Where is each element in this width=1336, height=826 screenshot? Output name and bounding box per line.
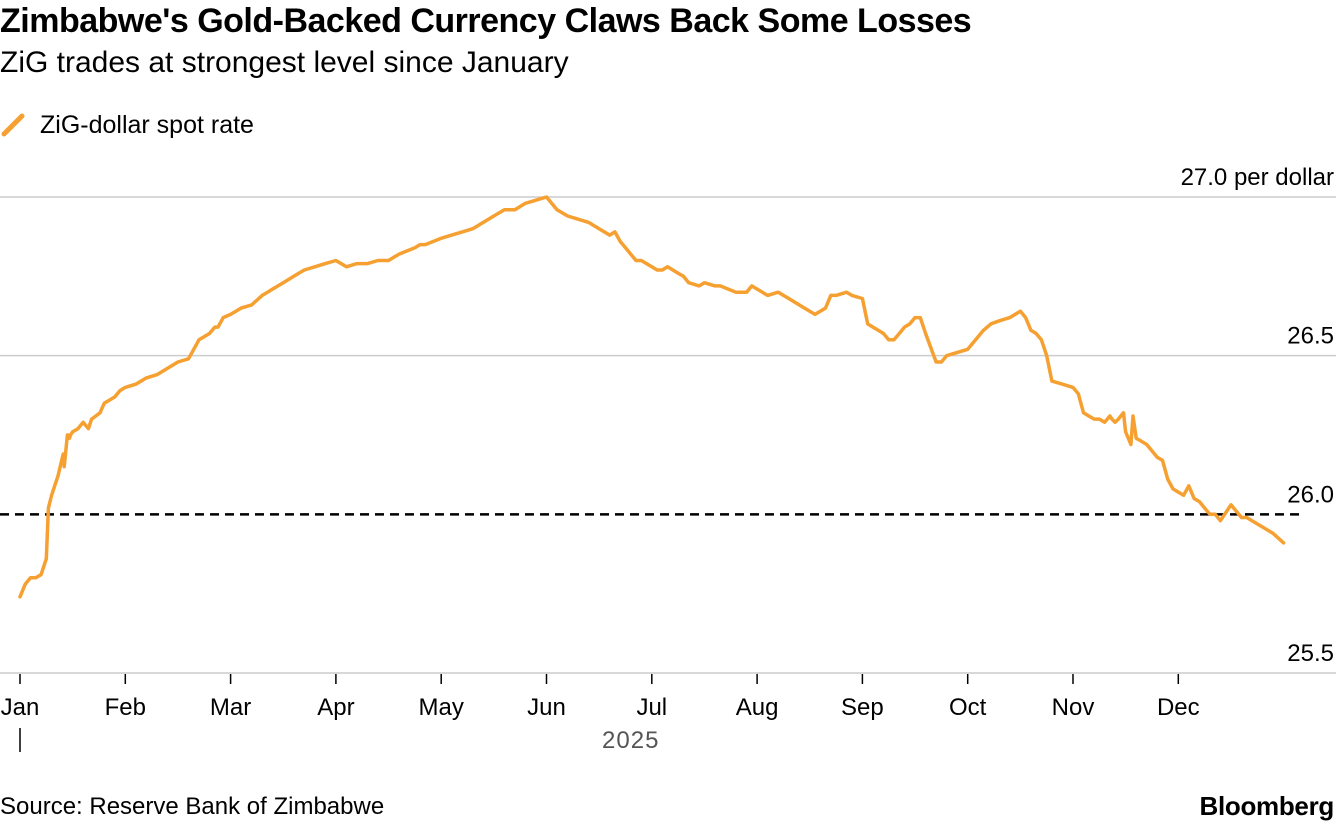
chart-title: Zimbabwe's Gold-Backed Currency Claws Ba… bbox=[0, 2, 972, 40]
chart-subtitle: ZiG trades at strongest level since Janu… bbox=[0, 46, 569, 79]
series-layer bbox=[18, 195, 1286, 599]
x-tick-label-11: Dec bbox=[1157, 694, 1200, 721]
legend-swatch-icon bbox=[1, 113, 25, 137]
y-axis-labels: 27.0 per dollar 26.5 26.0 25.5 bbox=[1181, 164, 1334, 667]
grid-layer bbox=[0, 196, 1336, 674]
x-tick-label-6: Jul bbox=[636, 694, 667, 721]
x-tick-label-5: Jun bbox=[527, 694, 566, 721]
y-tick-label-1: 26.5 bbox=[1287, 323, 1334, 350]
year-label: 2025 bbox=[602, 727, 659, 754]
legend: ZiG-dollar spot rate bbox=[0, 108, 254, 142]
x-axis: Jan Feb Mar Apr May Jun Jul Aug Sep Oct Nov Dec 2025 bbox=[1, 674, 1200, 754]
bloomberg-logo: Bloomberg bbox=[1199, 791, 1334, 821]
x-tick-label-4: May bbox=[419, 694, 464, 721]
source-note: Source: Reserve Bank of Zimbabwe bbox=[0, 793, 385, 820]
series-line-0 bbox=[18, 195, 1286, 599]
y-tick-label-2: 26.0 bbox=[1287, 481, 1334, 508]
x-tick-label-1: Feb bbox=[105, 694, 146, 721]
x-tick-label-3: Apr bbox=[317, 694, 354, 721]
y-tick-label-3: 25.5 bbox=[1287, 640, 1334, 667]
x-tick-label-8: Sep bbox=[841, 694, 884, 721]
legend-label: ZiG-dollar spot rate bbox=[40, 110, 254, 139]
y-tick-label-0: 27.0 per dollar bbox=[1181, 164, 1334, 191]
x-tick-label-7: Aug bbox=[736, 694, 779, 721]
line-chart: 27.0 per dollar 26.5 26.0 25.5 Jan Feb Mar Apr… bbox=[0, 164, 1336, 754]
x-tick-label-0: Jan bbox=[1, 694, 40, 721]
x-tick-label-2: Mar bbox=[210, 694, 251, 721]
x-tick-label-9: Oct bbox=[949, 694, 987, 721]
x-tick-label-10: Nov bbox=[1052, 694, 1095, 721]
